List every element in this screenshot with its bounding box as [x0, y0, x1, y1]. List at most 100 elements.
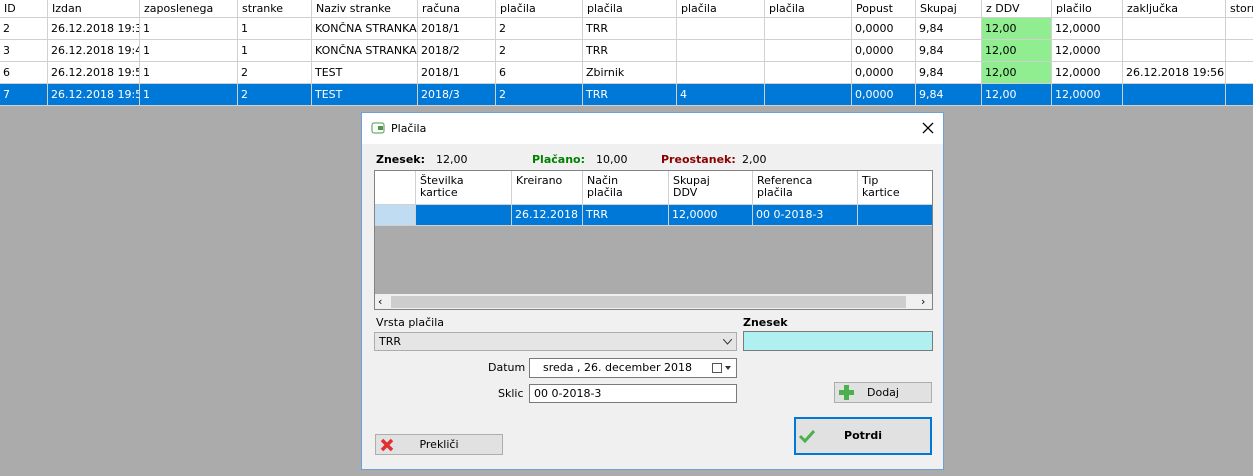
- main-grid: ID Izdan zaposlenega stranke Naziv stranke ra…: [0, 0, 1253, 106]
- table-cell: [416, 205, 512, 226]
- scroll-thumb[interactable]: [391, 296, 906, 308]
- type-combobox[interactable]: TRR: [374, 332, 737, 351]
- paid-label: Plačano:: [532, 153, 585, 166]
- column-header: zaposlenega: [140, 0, 238, 18]
- table-cell: 9,84: [916, 62, 982, 84]
- table-cell: 4: [677, 84, 765, 106]
- date-value: sreda , 26. december 2018: [543, 361, 693, 374]
- table-cell: 00 0-2018-3: [753, 205, 858, 226]
- table-cell: 0,0000: [852, 62, 916, 84]
- cancel-button-label: Prekliči: [419, 438, 459, 451]
- table-cell: 2: [496, 40, 583, 62]
- table-cell: TRR: [583, 40, 677, 62]
- column-header: plačila: [677, 0, 765, 18]
- table-cell: 0,0000: [852, 84, 916, 106]
- dialog-title: Plačila: [391, 122, 427, 135]
- remaining-label: Preostanek:: [661, 153, 736, 166]
- table-cell: [765, 62, 852, 84]
- column-header: Številka kartice: [416, 171, 512, 205]
- table-cell: [1226, 84, 1253, 106]
- date-picker[interactable]: sreda , 26. december 2018: [529, 358, 737, 378]
- column-header: plačilo: [1052, 0, 1123, 18]
- table-cell: 26.12.2018: [512, 205, 583, 226]
- column-header: Referenca plačila: [753, 171, 858, 205]
- table-cell: 0,0000: [852, 18, 916, 40]
- table-cell: 2018/2: [418, 40, 496, 62]
- column-header: stranke: [238, 0, 312, 18]
- title-bar: Plačila: [362, 113, 943, 144]
- table-cell: 12,00: [982, 62, 1052, 84]
- table-cell: 12,0000: [669, 205, 753, 226]
- add-button[interactable]: Dodaj: [834, 382, 932, 403]
- column-header: plačila: [583, 0, 677, 18]
- table-cell: Zbirnik: [583, 62, 677, 84]
- table-cell: TEST: [312, 84, 418, 106]
- amount-label: Znesek:: [376, 153, 425, 166]
- table-cell: 2: [0, 18, 48, 40]
- row-header-corner: [375, 171, 416, 205]
- table-cell: 2018/1: [418, 18, 496, 40]
- column-header: Način plačila: [583, 171, 669, 205]
- table-cell: 2: [238, 62, 312, 84]
- table-cell: TRR: [583, 84, 677, 106]
- table-cell: [765, 40, 852, 62]
- table-cell: 26.12.2018 19:37: [48, 18, 140, 40]
- table-cell: TEST: [312, 62, 418, 84]
- cancel-button[interactable]: Prekliči: [375, 434, 503, 455]
- column-header: Kreirano: [512, 171, 583, 205]
- table-cell: KONČNA STRANKA: [312, 40, 418, 62]
- table-cell: 2018/1: [418, 62, 496, 84]
- column-header: zaključka: [1123, 0, 1226, 18]
- table-cell: 9,84: [916, 18, 982, 40]
- confirm-button-label: Potrdi: [844, 429, 882, 442]
- table-cell: 2: [496, 18, 583, 40]
- table-cell: [677, 62, 765, 84]
- table-cell: 12,00: [982, 18, 1052, 40]
- date-label: Datum: [488, 361, 526, 374]
- table-cell: 9,84: [916, 40, 982, 62]
- h-scrollbar[interactable]: ‹ ›: [375, 294, 932, 309]
- column-header: Naziv stranke: [312, 0, 418, 18]
- column-header: z DDV: [982, 0, 1052, 18]
- column-header: plačila: [496, 0, 583, 18]
- table-cell: 2: [496, 84, 583, 106]
- column-header: Skupaj DDV: [669, 171, 753, 205]
- confirm-button[interactable]: Potrdi: [794, 417, 932, 455]
- table-cell: 1: [140, 62, 238, 84]
- paid-value: 10,00: [596, 153, 628, 166]
- table-cell: 1: [140, 40, 238, 62]
- reference-label: Sklic: [498, 387, 524, 400]
- reference-input[interactable]: 00 0-2018-3: [529, 384, 737, 403]
- table-cell: [1226, 18, 1253, 40]
- dialog: Plačila Znesek: 12,00 Plačano: 10,00 Pre…: [361, 112, 944, 470]
- table-cell: 26.12.2018 19:55: [48, 62, 140, 84]
- table-cell: [1226, 62, 1253, 84]
- table-cell: 12,00: [982, 84, 1052, 106]
- table-cell: 1: [238, 40, 312, 62]
- table-cell: 12,0000: [1052, 62, 1123, 84]
- table-cell: 1: [140, 84, 238, 106]
- column-header: Izdan: [48, 0, 140, 18]
- table-cell: 3: [0, 40, 48, 62]
- table-cell: 0,0000: [852, 40, 916, 62]
- table-cell: 6: [496, 62, 583, 84]
- table-cell: [765, 18, 852, 40]
- column-header: Tip kartice: [858, 171, 932, 205]
- table-cell: [765, 84, 852, 106]
- add-button-label: Dodaj: [867, 386, 899, 399]
- close-button[interactable]: [922, 122, 934, 134]
- column-header: Popust: [852, 0, 916, 18]
- table-cell: 12,0000: [1052, 84, 1123, 106]
- amount-input[interactable]: [743, 331, 933, 351]
- amount-field-label: Znesek: [743, 316, 788, 329]
- table-cell: 26.12.2018 19:56: [48, 84, 140, 106]
- table-cell: 12,0000: [1052, 40, 1123, 62]
- table-cell: 26.12.2018 19:56: [1123, 62, 1226, 84]
- column-header: računa: [418, 0, 496, 18]
- table-cell: [1226, 40, 1253, 62]
- table-cell: 6: [0, 62, 48, 84]
- remaining-value: 2,00: [742, 153, 767, 166]
- row-header: [375, 205, 416, 226]
- table-cell: [677, 18, 765, 40]
